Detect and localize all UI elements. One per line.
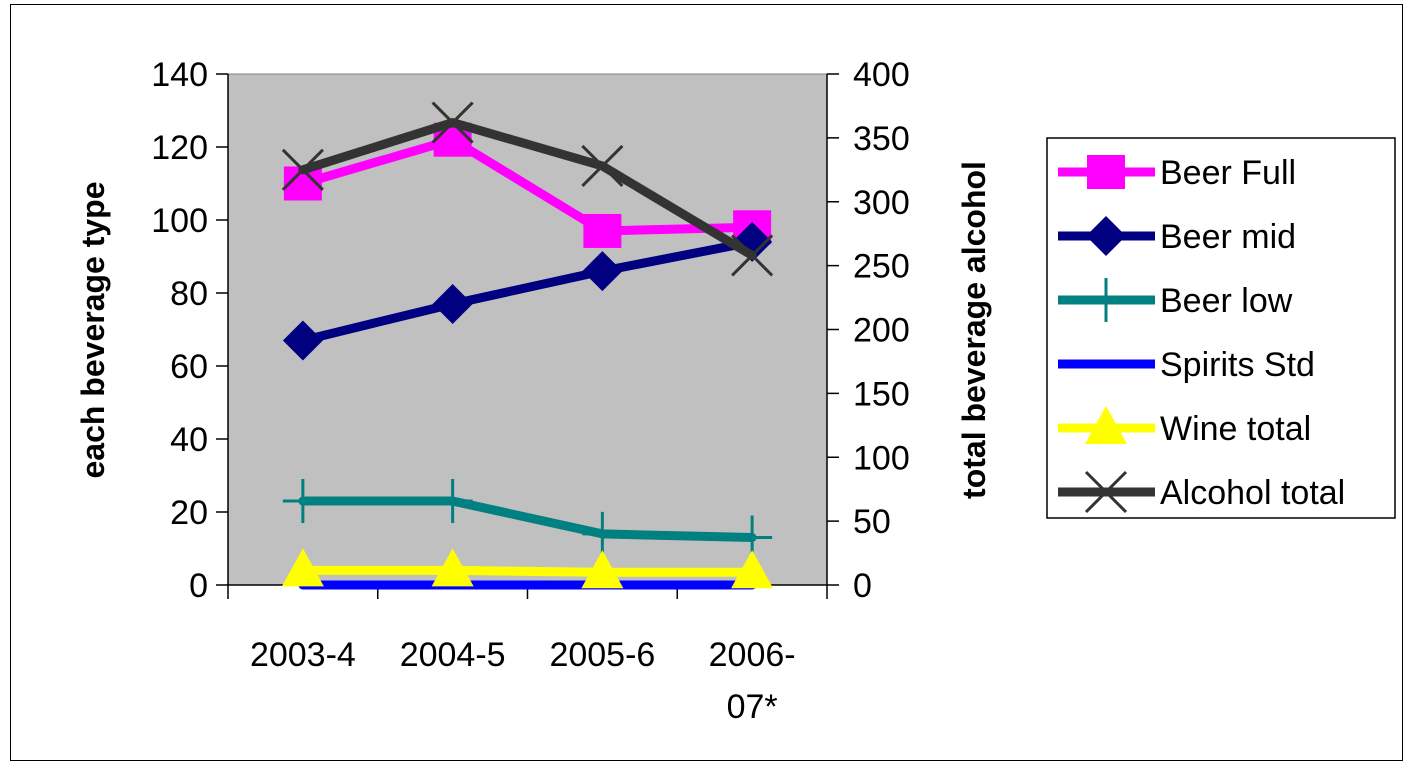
legend-label-beer-full: Beer Full (1160, 154, 1296, 192)
legend-item-beer-full: Beer Full (1058, 154, 1296, 192)
legend-marker-beer-full (1087, 155, 1125, 189)
y-right-tick-label: 200 (853, 312, 910, 350)
data-point-wine-total (581, 550, 624, 589)
legend-box (1046, 137, 1396, 519)
y-left-tick-label: 20 (170, 494, 208, 532)
legend-label-beer-low: Beer low (1160, 282, 1293, 320)
legend-marker-wine-total (1085, 406, 1127, 444)
y-right-tick-label: 300 (853, 184, 910, 222)
series-line-wine-total (298, 565, 757, 577)
y-left-axis-title: each beverage type (75, 181, 111, 478)
data-point-alcohol-total (431, 101, 474, 144)
x-tick-label: 2005-6 (549, 636, 655, 674)
y-left-tick-label: 80 (170, 275, 208, 313)
legend-item-spirits-std: Spirits Std (1058, 346, 1315, 384)
plot-area (227, 73, 828, 586)
data-point-beer-mid (432, 283, 473, 324)
legend-label-wine-total: Wine total (1160, 410, 1311, 448)
data-point-alcohol-total (581, 144, 624, 188)
series-line-beer-full (298, 135, 757, 236)
y-left-tick-label: 140 (151, 56, 208, 94)
x-tick-label-line: 07* (727, 688, 778, 726)
legend-item-beer-low: Beer low (1058, 278, 1293, 322)
x-tick-label: 2003-4 (250, 636, 356, 674)
legend-label-spirits-std: Spirits Std (1160, 346, 1315, 384)
x-tick-label-line: 2003-4 (250, 636, 356, 674)
x-tick-label: 2006- 07* (709, 636, 796, 726)
series-alcohol-total (281, 101, 774, 277)
data-point-alcohol-total (281, 148, 324, 191)
legend-marker-beer-mid (1086, 216, 1126, 256)
data-point-wine-total (731, 550, 774, 589)
data-point-beer-low (582, 511, 623, 556)
series-line-beer-mid (298, 237, 757, 345)
y-right-axis-title: total beverage alcohol (956, 161, 992, 499)
series-line-beer-low (298, 496, 757, 543)
legend-label-beer-mid: Beer mid (1160, 218, 1296, 256)
data-point-alcohol-total (731, 234, 774, 277)
data-point-wine-total (281, 548, 324, 587)
legend-label-alcohol-total: Alcohol total (1160, 474, 1345, 512)
x-tick-label: 2004-5 (400, 636, 506, 674)
y-left-tick-label: 0 (189, 567, 208, 605)
data-point-beer-low (432, 479, 473, 524)
y-right-tick-label: 350 (853, 120, 910, 158)
y-left-tick-label: 120 (151, 129, 208, 167)
y-right-tick-label: 100 (853, 439, 910, 477)
data-point-beer-mid (582, 251, 623, 292)
legend-item-wine-total: Wine total (1058, 406, 1311, 448)
series-layer (281, 101, 774, 590)
legend-item-beer-mid: Beer mid (1058, 216, 1296, 256)
series-wine-total (281, 548, 774, 589)
y-left-tick-label: 100 (151, 202, 208, 240)
legend-marker-beer-low (1086, 278, 1126, 322)
y-right-tick-label: 50 (853, 503, 891, 541)
y-left-tick-label: 40 (170, 421, 208, 459)
data-point-beer-full (583, 213, 622, 248)
axes: 0 20 40 60 80 100 120 140 0 50 100 150 200 250 300 350 4… (151, 56, 909, 726)
legend-marker-alcohol-total (1084, 470, 1128, 514)
y-right-tick-label: 150 (853, 375, 910, 413)
data-point-beer-low (282, 479, 323, 524)
data-point-wine-total (431, 548, 474, 587)
y-left-tick-label: 60 (170, 348, 208, 386)
x-tick-label-line: 2006- (709, 636, 796, 674)
x-tick-label-line: 2004-5 (400, 636, 506, 674)
x-tick-label-line: 2005-6 (549, 636, 655, 674)
y-right-tick-label: 250 (853, 248, 910, 286)
y-right-tick-label: 0 (853, 567, 872, 605)
legend-item-alcohol-total: Alcohol total (1058, 470, 1345, 514)
y-right-tick-label: 400 (853, 56, 910, 94)
data-point-beer-mid (282, 320, 323, 361)
legend: Beer Full Beer mid Beer low Spirits Std Wine… (1046, 137, 1396, 519)
series-line-alcohol-total (298, 118, 757, 260)
series-beer-mid (282, 221, 773, 361)
